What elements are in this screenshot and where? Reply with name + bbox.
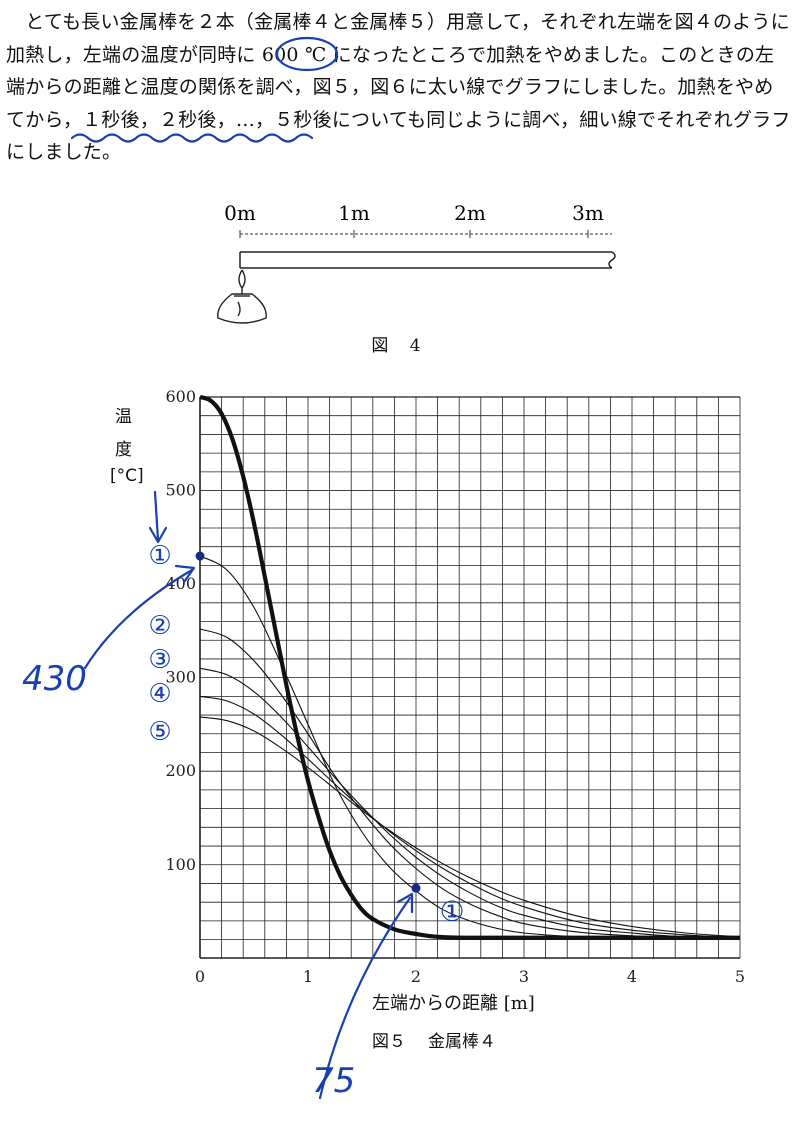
chart-grid: [199, 396, 741, 959]
chart-points: [195, 551, 421, 893]
scale-label: 1m: [338, 201, 370, 225]
arrow-head: [396, 892, 414, 914]
y-axis-label-1: 温: [115, 407, 132, 427]
handwritten-marker-3: ③: [148, 645, 171, 675]
y-axis-unit: [°C]: [110, 466, 144, 486]
x-tick-label: 3: [519, 967, 529, 986]
y-tick-label: 100: [165, 855, 196, 874]
data-point: [411, 883, 421, 893]
handwritten-marker-1: ①: [148, 541, 171, 571]
figure-4-apparatus: 0m 1m 2m 3m: [217, 201, 616, 324]
burner-icon: [217, 269, 267, 324]
problem-paragraph: とても長い金属棒を２本（金属棒４と金属棒５）用意して，それぞれ左端を図４のように…: [6, 11, 791, 163]
arrow-head: [148, 526, 168, 544]
wavy-underline: [70, 133, 314, 143]
y-tick-label: 300: [165, 668, 196, 687]
handwritten-chart-marks: ① ② ③ ④ ⑤ ① 430 75: [22, 490, 465, 1100]
x-axis-label: 左端からの距離 [m]: [372, 993, 535, 1014]
scale-label: 3m: [572, 201, 604, 225]
y-tick-label: 500: [165, 481, 196, 500]
figure-5-number: 図５: [372, 1032, 406, 1052]
arrow-head: [174, 564, 196, 584]
figure-5-caption: 図５ 金属棒４: [372, 1027, 496, 1052]
x-tick-label: 2: [411, 967, 421, 986]
chart-series: [199, 394, 741, 940]
arrow-to-75-point: [318, 896, 412, 1100]
x-tick-label: 0: [195, 967, 205, 986]
handwritten-marker-2: ②: [148, 611, 171, 641]
y-axis-label-2: 度: [115, 440, 132, 460]
series-line-2: [199, 628, 741, 939]
scale-label: 2m: [454, 201, 486, 225]
scale-ruler: [239, 230, 612, 238]
handwritten-text-marks: [70, 36, 339, 143]
y-tick-label: 400: [165, 574, 196, 593]
figure-4-caption: 図 4: [371, 336, 429, 356]
handwritten-marker-5: ⑤: [148, 717, 171, 747]
y-tick-label: 200: [165, 761, 196, 780]
handwritten-value-75: 75: [312, 1061, 355, 1100]
x-tick-label: 1: [303, 967, 313, 986]
circle-around-600: [275, 36, 339, 72]
series-line-4: [199, 695, 741, 939]
y-tick-label: 600: [165, 387, 196, 406]
handwritten-marker-4: ④: [148, 679, 171, 709]
series-line-initial: [199, 394, 740, 940]
metal-rod: [239, 251, 616, 269]
handwritten-value-430: 430: [22, 659, 87, 699]
chart-tick-labels: 100 200 300 400 500 600 0 1 2 3 4 5: [165, 387, 745, 986]
x-tick-label: 4: [627, 967, 637, 986]
arrow-to-430-point: [83, 568, 194, 670]
x-tick-label: 5: [735, 967, 745, 986]
figure-5-title: 金属棒４: [428, 1032, 496, 1052]
figure-5-chart: 100 200 300 400 500 600 0 1 2 3 4 5 ① ② ③ ④ ⑤ ① 430 75: [22, 387, 745, 1100]
series-line-3: [199, 667, 741, 939]
series-line-1: [199, 555, 740, 939]
handwritten-curve-marker: ①: [439, 895, 464, 928]
series-line-5: [199, 716, 741, 938]
arrow-down-to-marker: [153, 490, 160, 542]
scale-label: 0m: [224, 201, 256, 225]
data-point: [195, 551, 205, 561]
